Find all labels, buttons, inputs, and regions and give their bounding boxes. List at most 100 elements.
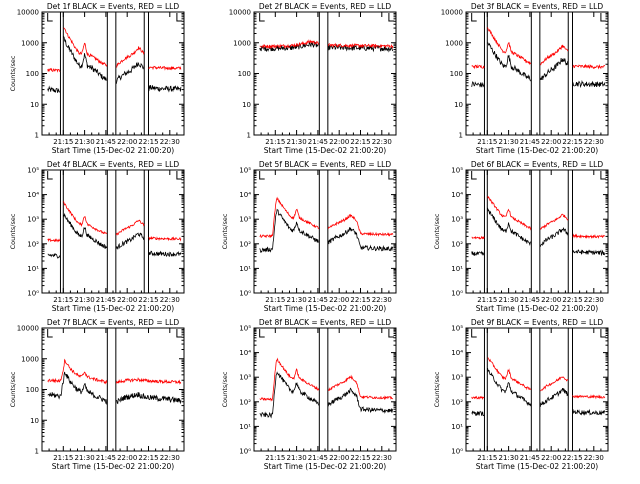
marker-F — [471, 329, 477, 338]
y-tick-label: 10² — [239, 240, 251, 248]
x-tick-label: 21:30 — [499, 296, 519, 304]
y-axis-label: Counts/sec — [221, 213, 229, 249]
series-events — [47, 36, 182, 93]
panel-title: Det 4f BLACK = Events, RED = LLD — [47, 160, 180, 169]
y-tick-label: 10³ — [451, 374, 463, 382]
y-axis-label: Counts/sec — [433, 213, 441, 249]
plot-frame — [253, 169, 397, 294]
x-axis-label: Start Time (15-Dec-02 21:00:20) — [52, 304, 174, 313]
panel-title: Det 3f BLACK = Events, RED = LLD — [471, 2, 604, 11]
marker-F — [471, 13, 477, 22]
x-tick-label: 22:15 — [350, 454, 370, 462]
y-tick-label: 10 — [242, 101, 251, 109]
series-lld — [47, 201, 182, 243]
y-tick-label: 10 — [454, 101, 463, 109]
marker-F — [47, 13, 53, 22]
series-events — [471, 367, 606, 417]
x-tick-label: 22:30 — [584, 454, 604, 462]
x-tick-label: 21:45 — [308, 138, 328, 146]
x-tick-label: 22:30 — [160, 296, 180, 304]
marker-L — [388, 329, 394, 338]
panel-det-1f: Det 1f BLACK = Events, RED = LLD 1 10 100 10… — [9, 2, 185, 155]
y-tick-label: 10¹ — [239, 423, 251, 431]
y-tick-label: 1000 — [21, 39, 39, 47]
y-tick-label: 10³ — [239, 374, 251, 382]
y-tick-label: 10³ — [239, 216, 251, 224]
panel-det-2f: Det 2f BLACK = Events, RED = LLD 1 10 100 10… — [229, 2, 397, 155]
y-tick-label: 10000 — [17, 325, 39, 333]
plot-frame — [253, 327, 397, 452]
x-tick-label: 21:30 — [287, 138, 307, 146]
marker-F — [471, 171, 477, 180]
y-tick-label: 10000 — [17, 9, 39, 17]
y-tick-label: 10⁰ — [239, 290, 251, 298]
y-tick-label: 100 — [26, 386, 39, 394]
series-lld — [259, 39, 394, 50]
series-lld — [259, 196, 394, 239]
x-tick-label: 21:30 — [499, 454, 519, 462]
y-tick-label: 10² — [451, 240, 463, 248]
x-axis-label: Start Time (15-Dec-02 21:00:20) — [52, 462, 174, 471]
plot-frame — [253, 11, 397, 136]
x-tick-label: 21:15 — [477, 296, 497, 304]
y-tick-label: 10¹ — [239, 265, 251, 273]
y-tick-label: 10⁴ — [451, 349, 463, 357]
marker-L — [388, 13, 394, 22]
x-tick-label: 22:30 — [372, 454, 392, 462]
x-tick-label: 21:15 — [265, 138, 285, 146]
panel-title: Det 8f BLACK = Events, RED = LLD — [259, 318, 392, 327]
y-tick-label: 10000 — [229, 9, 251, 17]
x-tick-label: 22:15 — [562, 296, 582, 304]
y-tick-label: 1000 — [21, 355, 39, 363]
series-events — [471, 207, 606, 257]
y-axis-label: Counts/sec — [433, 371, 441, 407]
x-tick-label: 22:15 — [138, 296, 158, 304]
x-tick-label: 22:00 — [117, 454, 137, 462]
y-tick-label: 1 — [35, 448, 39, 456]
x-tick-label: 21:30 — [75, 454, 95, 462]
panel-title: Det 9f BLACK = Events, RED = LLD — [471, 318, 604, 327]
y-tick-label: 1 — [459, 132, 463, 140]
panel-title: Det 1f BLACK = Events, RED = LLD — [47, 2, 180, 11]
y-tick-label: 10⁴ — [451, 191, 463, 199]
x-tick-label: 21:45 — [520, 454, 540, 462]
x-tick-label: 22:00 — [541, 296, 561, 304]
x-axis-label: Start Time (15-Dec-02 21:00:20) — [476, 146, 598, 155]
marker-L — [176, 329, 182, 338]
panel-title: Det 5f BLACK = Events, RED = LLD — [259, 160, 392, 169]
x-tick-label: 21:45 — [308, 296, 328, 304]
y-tick-label: 10³ — [451, 216, 463, 224]
y-tick-label: 10¹ — [451, 423, 463, 431]
series-lld — [471, 27, 606, 70]
x-tick-label: 21:30 — [499, 138, 519, 146]
x-tick-label: 22:00 — [329, 138, 349, 146]
panel-det-5f: Det 5f BLACK = Events, RED = LLD 10⁰ 10¹ 10… — [221, 160, 397, 313]
panel-det-9f: Det 9f BLACK = Events, RED = LLD 10⁰ 10¹ 10… — [433, 318, 609, 471]
x-tick-label: 21:30 — [75, 296, 95, 304]
y-tick-label: 10² — [239, 398, 251, 406]
x-tick-label: 22:00 — [117, 138, 137, 146]
y-tick-label: 10⁴ — [239, 349, 251, 357]
marker-L — [388, 171, 394, 180]
y-tick-label: 10² — [27, 240, 39, 248]
series-lld — [471, 196, 605, 240]
x-tick-label: 21:15 — [53, 454, 73, 462]
marker-F — [259, 329, 265, 338]
series-events — [47, 212, 182, 259]
y-axis-label: Counts/sec — [9, 55, 17, 91]
y-tick-label: 10 — [30, 101, 39, 109]
series-lld — [259, 357, 394, 402]
panel-det-3f: Det 3f BLACK = Events, RED = LLD 1 10 100 10… — [441, 2, 609, 155]
x-axis-label: Start Time (15-Dec-02 21:00:20) — [476, 462, 598, 471]
x-axis-label: Start Time (15-Dec-02 21:00:20) — [264, 146, 386, 155]
y-tick-label: 100 — [238, 70, 251, 78]
x-tick-label: 22:30 — [584, 296, 604, 304]
panel-title: Det 2f BLACK = Events, RED = LLD — [259, 2, 392, 11]
panel-det-7f: Det 7f BLACK = Events, RED = LLD 1 10 100 10… — [9, 318, 185, 471]
x-tick-label: 21:15 — [265, 296, 285, 304]
y-tick-label: 10000 — [441, 9, 463, 17]
series-events — [47, 371, 182, 405]
y-tick-label: 10⁵ — [239, 325, 251, 333]
